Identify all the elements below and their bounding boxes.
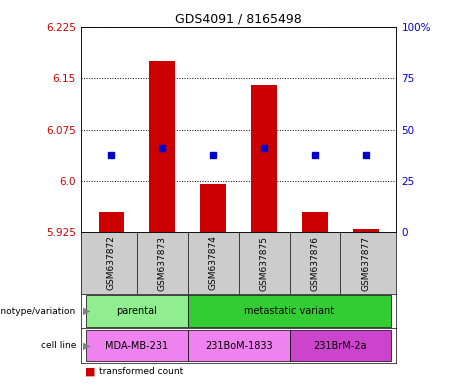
Bar [188,296,391,326]
Text: ▶: ▶ [83,341,90,351]
Text: GSM637876: GSM637876 [310,235,319,291]
Bar [251,85,277,232]
Text: GSM637873: GSM637873 [158,235,167,291]
Bar [86,296,188,326]
Text: parental: parental [116,306,157,316]
Text: 231BrM-2a: 231BrM-2a [313,341,367,351]
Text: ▶: ▶ [83,306,90,316]
Bar [302,212,328,232]
Bar [290,330,391,361]
Text: transformed count: transformed count [99,367,183,376]
Text: ■: ■ [85,367,96,377]
Bar [188,330,290,361]
Bar [99,212,124,232]
Bar [149,61,175,232]
Text: genotype/variation: genotype/variation [0,306,76,316]
Text: cell line: cell line [41,341,76,350]
Bar [86,330,188,361]
Text: metastatic variant: metastatic variant [244,306,335,316]
Text: GSM637877: GSM637877 [361,235,370,291]
Text: GSM637874: GSM637874 [208,236,218,290]
Text: MDA-MB-231: MDA-MB-231 [105,341,168,351]
Text: 231BoM-1833: 231BoM-1833 [205,341,272,351]
Text: GSM637875: GSM637875 [260,235,269,291]
Bar [201,184,226,232]
Text: GSM637872: GSM637872 [107,236,116,290]
Bar [353,229,378,232]
Title: GDS4091 / 8165498: GDS4091 / 8165498 [175,13,302,26]
